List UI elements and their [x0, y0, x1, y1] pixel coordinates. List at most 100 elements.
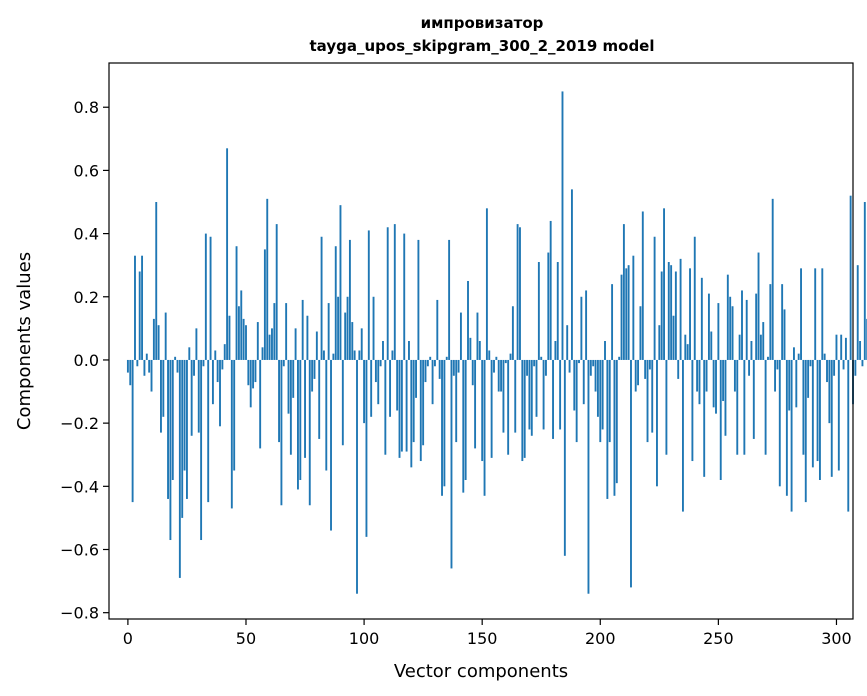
x-tick-label: 50: [236, 629, 256, 648]
bar: [535, 359, 538, 417]
x-axis: 0 50 100 150 200 250 300: [123, 619, 852, 648]
bar: [641, 211, 644, 360]
bar: [315, 331, 318, 360]
bar: [639, 306, 642, 360]
bar: [672, 315, 675, 360]
bar: [209, 236, 212, 360]
bar: [247, 359, 250, 386]
bar: [476, 312, 479, 360]
bar: [341, 359, 344, 446]
bar: [580, 296, 583, 360]
bar: [202, 359, 205, 367]
bar: [160, 359, 162, 433]
bar: [615, 359, 618, 484]
bar: [386, 227, 389, 360]
bar: [722, 359, 725, 402]
bar: [256, 322, 259, 360]
y-tick-label: 0.4: [74, 225, 99, 244]
bar: [448, 239, 451, 360]
bar: [379, 359, 382, 367]
y-tick-label: −0.8: [60, 604, 99, 623]
bar: [816, 359, 819, 462]
bar: [356, 359, 358, 594]
bar: [561, 91, 564, 360]
bar: [299, 359, 302, 480]
bar: [190, 359, 193, 436]
bar: [854, 359, 857, 376]
bar: [830, 359, 833, 477]
bar: [802, 359, 805, 455]
bar: [797, 353, 800, 360]
bar: [658, 325, 661, 360]
bar: [400, 359, 403, 452]
bar: [233, 359, 236, 471]
bar: [393, 224, 396, 360]
bar: [186, 359, 188, 499]
bar: [228, 315, 231, 360]
bar: [811, 359, 814, 468]
bar: [788, 359, 791, 411]
bar: [601, 359, 604, 430]
bar: [594, 359, 597, 392]
bar: [216, 359, 219, 383]
bar: [405, 359, 408, 452]
bar: [455, 359, 458, 443]
bar: [289, 359, 292, 455]
bar: [134, 255, 136, 360]
bar: [197, 359, 200, 433]
bar: [847, 359, 850, 512]
bar: [311, 359, 314, 392]
bar: [599, 359, 602, 443]
bar: [511, 306, 514, 360]
bar: [126, 359, 129, 373]
bar: [374, 359, 377, 383]
bar: [559, 359, 562, 430]
bar: [743, 359, 746, 455]
bar: [731, 306, 734, 360]
bar: [462, 359, 465, 493]
bar: [171, 359, 174, 480]
bar: [481, 359, 484, 462]
bar: [245, 325, 247, 360]
bar: [445, 356, 448, 360]
bar: [195, 328, 198, 360]
bar: [297, 359, 299, 490]
bar: [648, 359, 651, 370]
bar: [351, 322, 354, 360]
bar: [818, 359, 821, 480]
bar: [514, 359, 517, 433]
bar: [809, 359, 812, 367]
bar: [778, 359, 781, 487]
bar: [785, 359, 788, 496]
bar: [365, 359, 368, 537]
bar: [431, 359, 434, 405]
bar: [719, 359, 722, 480]
bar: [667, 262, 670, 360]
bar: [292, 359, 295, 398]
bar: [240, 290, 243, 360]
bar: [308, 359, 311, 506]
bar: [757, 252, 760, 360]
bar: [585, 290, 588, 360]
bar: [729, 296, 732, 360]
plot-frame: [108, 62, 854, 620]
bar: [214, 350, 217, 360]
bar: [457, 359, 460, 373]
y-tick-label: 0.0: [74, 351, 99, 370]
bar: [377, 359, 380, 405]
bar: [497, 359, 500, 392]
bar: [141, 255, 144, 360]
y-tick-label: 0.2: [74, 288, 99, 307]
bar: [570, 189, 573, 360]
bar: [682, 359, 684, 512]
bar: [622, 224, 625, 360]
x-axis-label: Vector components: [394, 661, 568, 682]
bar: [353, 350, 356, 360]
bar: [219, 359, 221, 427]
bar: [759, 334, 762, 360]
bar: [781, 284, 784, 360]
bar: [181, 359, 184, 518]
bar: [509, 353, 512, 360]
bar: [790, 359, 793, 512]
